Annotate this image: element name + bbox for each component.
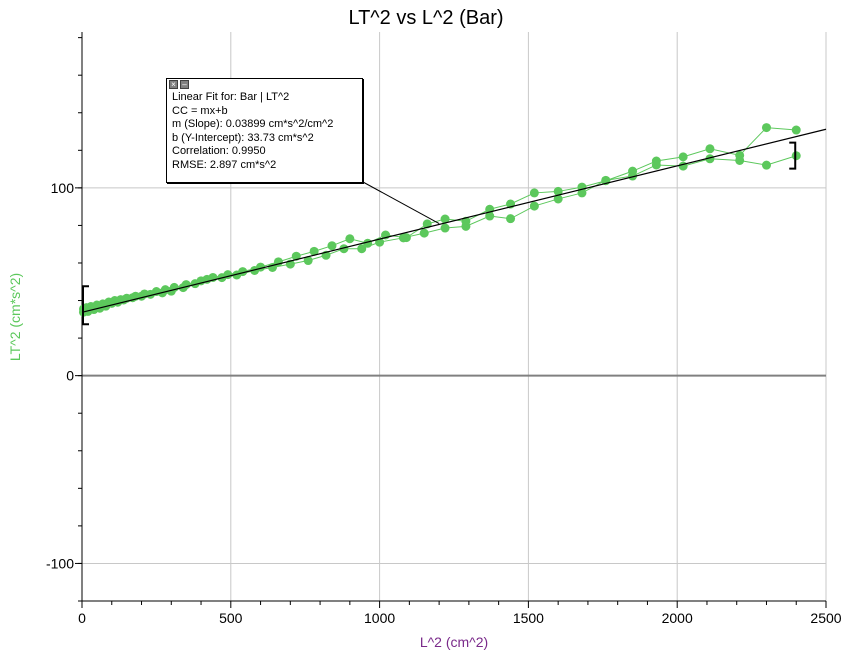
fit-range-left-bracket <box>82 285 89 326</box>
y-tick-label: 0 <box>66 368 74 384</box>
minimize-icon[interactable]: – <box>180 80 189 89</box>
data-point <box>422 219 432 229</box>
data-point <box>309 246 319 256</box>
fit-range-right-bracket <box>789 141 797 170</box>
data-point <box>485 211 495 221</box>
x-tick-label: 500 <box>219 610 243 626</box>
x-tick-label: 2500 <box>810 610 841 626</box>
data-point <box>339 244 349 254</box>
data-point <box>705 144 715 154</box>
x-tick-label: 2000 <box>662 610 693 626</box>
data-point <box>345 234 355 244</box>
data-point <box>529 188 539 198</box>
data-point <box>398 233 408 243</box>
data-point <box>651 160 661 170</box>
data-point <box>357 244 367 254</box>
data-point <box>461 221 471 231</box>
data-point <box>506 214 516 224</box>
fit-line-2: CC = mx+b <box>172 104 228 117</box>
x-axis-label: L^2 (cm^2) <box>420 634 488 650</box>
x-tick-label: 0 <box>78 610 86 626</box>
data-point <box>440 223 450 233</box>
y-tick-label: 100 <box>51 180 75 196</box>
data-point <box>553 186 563 196</box>
data-point <box>327 241 337 251</box>
fit-line-3: m (Slope): 0.03899 cm*s^2/cm^2 <box>172 118 334 130</box>
data-point <box>761 160 771 170</box>
data-point <box>419 228 429 238</box>
annotation-leader-line <box>362 181 440 224</box>
data-point <box>735 155 745 165</box>
data-point <box>791 125 801 135</box>
data-point <box>529 201 539 211</box>
chart-title: LT^2 vs L^2 (Bar) <box>348 7 503 29</box>
close-icon[interactable]: × <box>169 80 178 89</box>
fit-line-5: Correlation: 0.9950 <box>172 145 266 157</box>
data-point <box>232 270 242 280</box>
y-tick-label: -100 <box>46 555 74 571</box>
data-point <box>166 286 176 296</box>
fit-line-6: RMSE: 2.897 cm*s^2 <box>172 158 277 171</box>
y-axis-label: LT^2 (cm*s^2) <box>7 273 23 361</box>
fit-line-4: b (Y-Intercept): 33.73 cm*s^2 <box>172 131 314 144</box>
data-point <box>761 123 771 133</box>
data-point <box>190 279 200 289</box>
plot-area: 0 500 1000 1500 2000 2500 -100 0 100 <box>46 32 842 626</box>
data-point <box>137 291 147 301</box>
x-tick-label: 1500 <box>513 610 544 626</box>
linear-fit-box[interactable]: × – Linear Fit for: Bar | LT^2 CC = mx+b… <box>166 78 363 183</box>
fit-box-titlebar[interactable]: × – <box>167 79 362 91</box>
data-point <box>678 161 688 171</box>
fit-line-1: Linear Fit for: Bar | LT^2 <box>172 91 290 103</box>
data-point <box>705 154 715 164</box>
data-point <box>440 214 450 224</box>
x-tick-label: 1000 <box>364 610 395 626</box>
data-point <box>678 152 688 162</box>
data-point <box>577 188 587 198</box>
data-point <box>303 256 313 266</box>
data-point <box>628 171 638 181</box>
data-point <box>553 194 563 204</box>
data-point <box>250 265 260 275</box>
fit-line <box>81 128 827 313</box>
